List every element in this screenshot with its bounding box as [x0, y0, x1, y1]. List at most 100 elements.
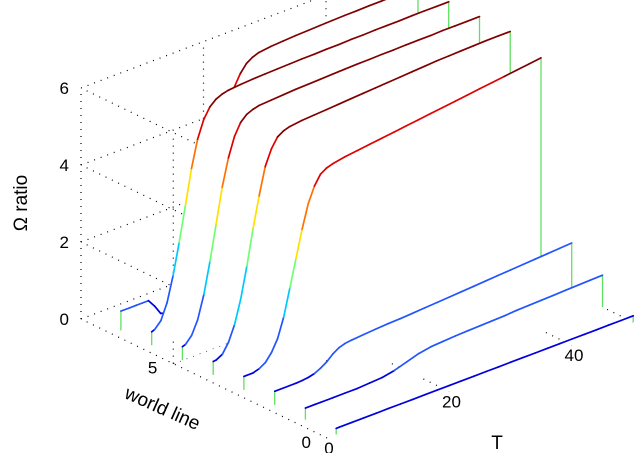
curve-segment	[264, 351, 273, 364]
curve-segment	[497, 361, 512, 368]
curve-segment	[485, 274, 500, 282]
curve-segment	[607, 319, 622, 326]
curve-segment	[411, 10, 426, 17]
curve-segment	[374, 322, 389, 330]
curve-segment	[417, 345, 432, 355]
curve-segment	[300, 53, 315, 60]
curve-segment	[454, 94, 469, 103]
curve-segment	[239, 113, 248, 124]
curve-segment	[552, 289, 567, 297]
z-tick-label: 0	[60, 310, 69, 329]
curve-segment	[405, 352, 420, 363]
curve-segment	[313, 401, 322, 406]
curve-segment	[381, 369, 396, 379]
curve-segment	[282, 34, 297, 42]
curve-segment	[485, 366, 500, 373]
curve-segment	[399, 70, 414, 78]
curve-segment	[295, 379, 304, 385]
curve-segment	[319, 167, 328, 176]
curve-segment	[233, 298, 242, 326]
curve-segment	[571, 333, 586, 340]
curve-segment	[245, 56, 254, 65]
curve-segment	[343, 63, 358, 71]
curve-segment	[583, 328, 598, 336]
curve-segment	[338, 342, 346, 349]
curve-segment	[276, 316, 285, 340]
curve-segment	[386, 19, 401, 27]
curve-segment	[528, 299, 543, 307]
curve-segment	[356, 382, 371, 390]
curve-segment	[393, 125, 408, 133]
curve-segment	[252, 195, 260, 230]
curve-segment	[270, 40, 285, 48]
curve-segment	[257, 45, 272, 54]
x-axis-label: T	[491, 433, 503, 453]
curve-segment	[374, 24, 389, 31]
curve-segment	[258, 165, 267, 197]
curve-segment	[521, 258, 536, 266]
curve-segment	[423, 5, 438, 12]
curve-segment	[448, 379, 463, 387]
curve-segment	[491, 75, 506, 84]
x-tick-label: 0	[324, 439, 333, 453]
curve-segment	[595, 324, 610, 331]
curve-segment	[209, 223, 217, 263]
curve-segment	[129, 304, 138, 309]
curve-segment	[337, 97, 352, 106]
curve-segment	[319, 19, 334, 27]
curve-segment	[398, 14, 413, 22]
curve-3	[234, 57, 542, 394]
curve-segment	[368, 376, 383, 384]
curve-segment	[153, 319, 162, 331]
curve-segment	[405, 118, 420, 127]
curve-segment	[343, 9, 358, 17]
curve-segment	[435, 0, 450, 8]
curve-segment	[243, 372, 254, 378]
curve-segment	[484, 35, 499, 42]
tick-layer: 0 2 4 6 0 20 40 0 5	[60, 79, 584, 453]
curve-segment	[417, 112, 432, 121]
curve-layer	[111, 0, 634, 438]
curve-segment	[393, 361, 408, 372]
curve-segment	[558, 242, 573, 250]
curve-segment	[411, 307, 426, 315]
curve-segment	[356, 58, 371, 66]
curve-segment	[239, 265, 248, 300]
curve-segment	[442, 100, 457, 109]
curve-segment	[227, 323, 236, 344]
curve-segment	[387, 317, 402, 325]
curve-segment	[430, 340, 445, 348]
curve-segment	[307, 78, 322, 86]
curve-segment	[429, 29, 444, 37]
curve-segment	[448, 49, 463, 57]
curve-segment	[472, 39, 487, 47]
curve-segment	[380, 49, 395, 56]
curve-segment	[319, 73, 334, 81]
curve-segment	[350, 92, 365, 100]
curve-segment	[436, 384, 451, 391]
curve-segment	[289, 257, 297, 289]
curve-segment	[252, 367, 261, 374]
curve-segment	[264, 68, 279, 75]
curve-segment	[227, 135, 236, 159]
curve-segment	[350, 417, 365, 424]
curve-segment	[264, 148, 273, 168]
curve-segment	[313, 108, 328, 116]
curve-segment	[325, 103, 340, 111]
curve-segment	[350, 333, 365, 342]
curve-segment	[436, 296, 451, 304]
curve-segment	[375, 407, 390, 415]
curve-segment	[374, 81, 389, 89]
curve-segment	[203, 260, 211, 296]
curve-segment	[509, 356, 524, 364]
curve-segment	[325, 43, 340, 51]
curve-segment	[294, 83, 309, 91]
curve-segment	[239, 62, 248, 75]
curve-segment	[221, 89, 230, 95]
curve-segment	[473, 370, 488, 378]
curve-segment	[392, 44, 407, 51]
curve-segment	[258, 99, 273, 107]
curve-segment	[515, 63, 530, 72]
curve-segment	[313, 173, 322, 187]
curve-segment	[387, 403, 402, 410]
